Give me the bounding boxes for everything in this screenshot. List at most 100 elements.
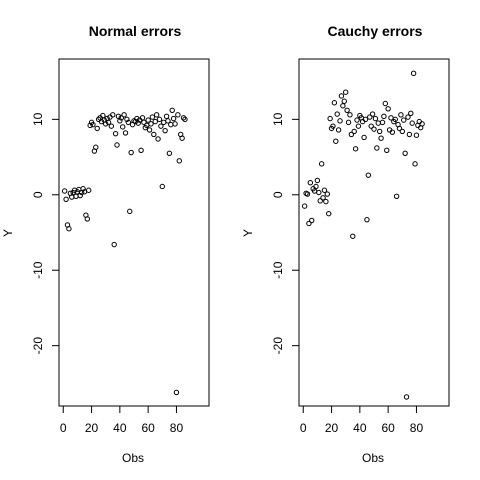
data-point [327, 115, 333, 122]
x-tick-label: 60 [381, 421, 395, 435]
y-tick-label: -10 [271, 261, 285, 279]
data-point [320, 195, 326, 201]
data-point [149, 114, 156, 120]
data-point [384, 147, 390, 153]
data-point [135, 120, 141, 126]
data-point [180, 115, 187, 121]
data-point [419, 121, 425, 127]
data-point [156, 116, 163, 123]
data-point [368, 123, 374, 129]
x-tick-label: 0 [300, 421, 307, 435]
data-point [124, 116, 130, 123]
data-point [399, 128, 405, 135]
data-point [162, 127, 168, 134]
data-point [401, 117, 407, 123]
x-tick-label: 20 [85, 421, 99, 435]
data-point [173, 389, 180, 396]
data-point [84, 216, 91, 222]
x-tick-label: 40 [113, 421, 127, 435]
data-points [301, 70, 425, 400]
data-point [182, 116, 188, 123]
data-point [86, 187, 92, 193]
y-tick-label: 10 [31, 112, 45, 126]
data-point [138, 147, 144, 153]
data-point [334, 111, 340, 117]
data-point [364, 216, 370, 223]
data-point [127, 208, 133, 215]
data-point [333, 138, 339, 144]
data-point [314, 177, 321, 184]
data-point [93, 144, 99, 150]
data-point [172, 121, 178, 127]
data-point [330, 123, 336, 129]
x-axis: 0 20 40 60 80 [60, 405, 184, 435]
panel-title: Cauchy errors [328, 23, 423, 39]
data-point [372, 115, 379, 122]
data-point [354, 117, 360, 123]
data-point [392, 116, 398, 123]
data-point [323, 198, 329, 205]
data-point [406, 131, 413, 138]
data-point [402, 150, 408, 156]
data-point [335, 127, 342, 133]
data-point [376, 128, 383, 135]
data-point [369, 111, 376, 117]
data-point [362, 116, 369, 123]
x-tick-label: 80 [170, 421, 184, 435]
data-point [367, 114, 373, 120]
data-point [374, 145, 380, 151]
data-point [103, 121, 109, 127]
data-point [398, 112, 404, 118]
data-point [105, 119, 112, 126]
data-point [344, 107, 350, 114]
data-point [90, 121, 96, 128]
y-tick-label: -20 [271, 337, 285, 355]
data-point [306, 220, 312, 227]
data-point [155, 136, 161, 142]
data-point [378, 135, 384, 141]
data-point [158, 123, 164, 129]
data-point [350, 233, 356, 239]
x-axis-label: Obs [122, 451, 144, 465]
data-point [396, 125, 403, 132]
data-point [110, 112, 116, 118]
data-point [403, 394, 410, 400]
data-point [114, 142, 120, 148]
data-point [316, 189, 322, 196]
data-point [145, 117, 151, 123]
data-point [405, 114, 411, 120]
data-point [385, 106, 391, 112]
data-point [313, 183, 319, 190]
data-point [393, 193, 400, 199]
data-point [153, 112, 160, 118]
data-point [112, 130, 119, 137]
data-point [63, 196, 69, 203]
data-point [165, 118, 171, 124]
data-point [389, 129, 396, 135]
data-point [134, 115, 140, 122]
data-point [119, 124, 126, 130]
data-point [139, 115, 146, 121]
y-tick-label: 0 [271, 191, 285, 198]
y-tick-label: -20 [31, 337, 45, 355]
data-point [381, 113, 387, 120]
y-axis-label: Y [241, 229, 255, 237]
data-point [108, 123, 115, 129]
data-point [379, 119, 386, 126]
data-point [382, 100, 389, 107]
data-point [175, 112, 181, 118]
data-point [321, 187, 328, 193]
data-point [159, 183, 166, 190]
data-point [122, 130, 129, 136]
data-point [301, 203, 308, 209]
data-point [115, 113, 122, 120]
data-point [151, 131, 157, 138]
data-point [141, 119, 147, 126]
data-point [87, 122, 93, 129]
data-point [61, 188, 68, 194]
data-point [77, 192, 83, 199]
data-point [409, 120, 415, 126]
data-point [125, 119, 132, 126]
data-point [317, 198, 323, 204]
